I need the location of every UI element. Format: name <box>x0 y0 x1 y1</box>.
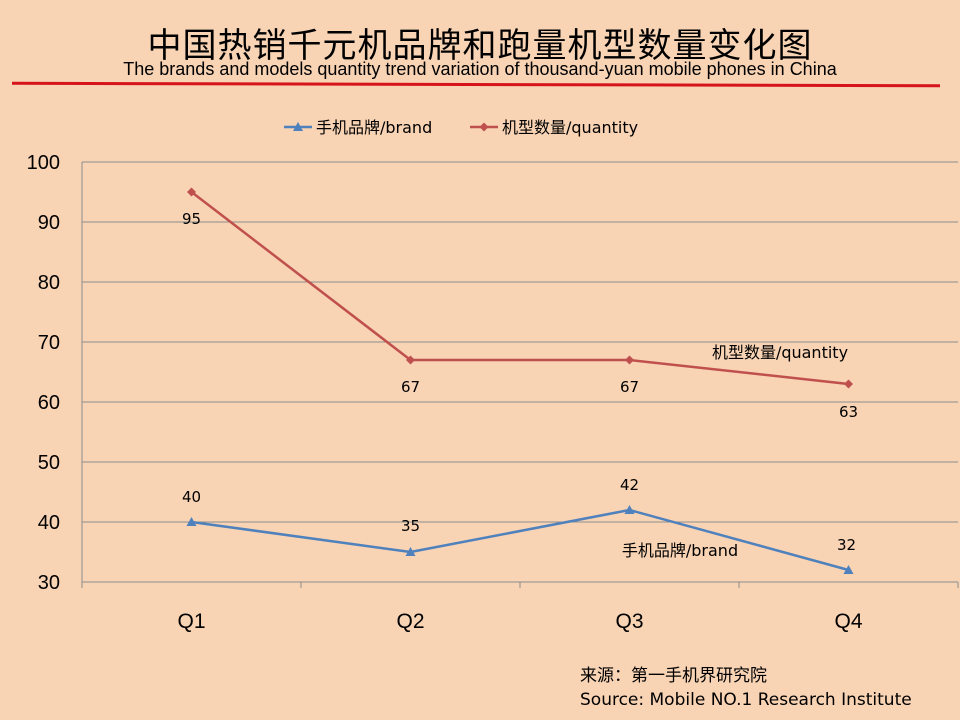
data-point-0-0 <box>186 517 197 526</box>
legend-item-0: 手机品牌/brand <box>284 118 432 137</box>
x-tick-label-q4: Q4 <box>834 610 862 633</box>
axes: 30 40 50 60 70 80 90 100 Q1 Q2 Q3 Q4 <box>27 152 959 633</box>
data-point-1-2 <box>625 355 634 365</box>
series-1: 95 67 67 63 机型数量/quantity <box>182 187 858 421</box>
data-point-0-3 <box>843 565 854 574</box>
source-en: Source: Mobile NO.1 Research Institute <box>580 690 912 710</box>
legend-item-1: 机型数量/quantity <box>470 118 638 137</box>
data-label-0-2: 42 <box>620 476 639 494</box>
y-tick-label-60: 60 <box>38 392 60 414</box>
series-inline-label-0: 手机品牌/brand <box>622 541 738 560</box>
data-label-1-0: 95 <box>182 210 201 228</box>
grid <box>82 161 958 583</box>
data-label-1-2: 67 <box>620 378 639 396</box>
y-tick-label-100: 100 <box>27 152 60 174</box>
legend-marker-0 <box>293 122 303 131</box>
data-label-1-3: 63 <box>839 403 858 421</box>
legend: 手机品牌/brand 机型数量/quantity <box>284 118 638 137</box>
x-tick-label-q3: Q3 <box>615 610 643 633</box>
y-tick-label-80: 80 <box>38 272 60 294</box>
x-tick-label-q1: Q1 <box>177 610 205 633</box>
legend-label-1: 机型数量/quantity <box>502 118 638 137</box>
legend-marker-1 <box>479 122 489 132</box>
data-label-0-0: 40 <box>182 488 201 506</box>
series-line-1 <box>190 191 849 386</box>
series-inline-label-1: 机型数量/quantity <box>712 343 848 362</box>
data-point-1-0 <box>187 187 196 197</box>
chart-title: 中国热销千元机品牌和跑量机型数量变化图 <box>147 26 813 66</box>
series-group: 40 35 42 32 手机品牌/brand 95 67 67 63 机型数量/quantity <box>182 187 858 574</box>
data-label-0-3: 32 <box>837 536 856 554</box>
series-0: 40 35 42 32 手机品牌/brand <box>182 476 856 574</box>
data-label-0-1: 35 <box>401 517 420 535</box>
y-tick-label-30: 30 <box>38 572 60 594</box>
y-tick-label-90: 90 <box>38 212 60 234</box>
chart-subtitle: The brands and models quantity trend var… <box>123 59 837 79</box>
y-tick-label-50: 50 <box>38 452 60 474</box>
data-label-1-1: 67 <box>401 378 420 396</box>
data-point-0-2 <box>624 505 635 514</box>
x-tick-label-q2: Q2 <box>396 610 424 633</box>
data-point-1-1 <box>406 355 415 365</box>
series-line-0 <box>191 508 849 572</box>
data-point-1-3 <box>844 379 853 389</box>
data-point-0-1 <box>405 547 416 556</box>
y-tick-label-70: 70 <box>38 332 60 354</box>
legend-label-0: 手机品牌/brand <box>316 118 432 137</box>
source-note: 来源：第一手机界研究院 Source: Mobile NO.1 Research… <box>580 664 912 712</box>
source-zh: 来源：第一手机界研究院 <box>580 666 767 686</box>
y-tick-label-40: 40 <box>38 512 60 534</box>
